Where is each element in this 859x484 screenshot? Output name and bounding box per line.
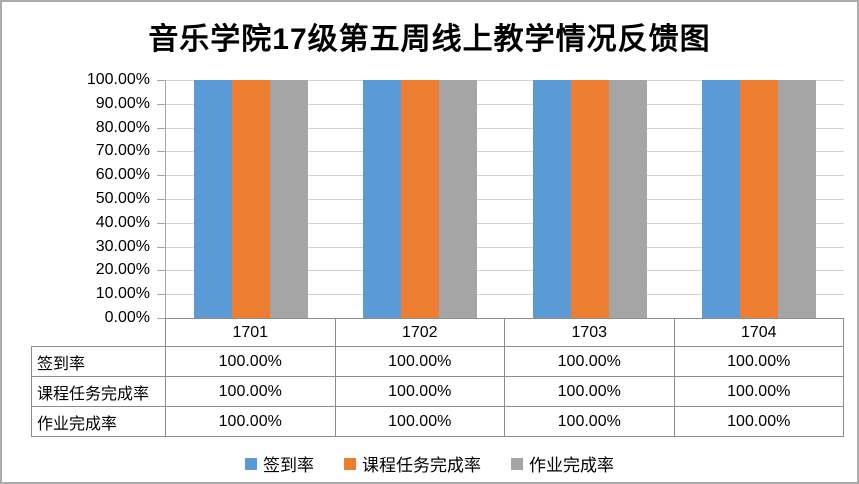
y-axis-tick-label: 60.00% [95,166,150,184]
bar-signin-1703 [532,80,571,318]
axis-tick [157,127,166,129]
table-cell: 100.00% [166,347,336,376]
table-row-label: 作业完成率 [32,407,166,436]
table-row: 课程任务完成率 100.00% 100.00% 100.00% 100.00% [32,377,843,407]
table-cell: 100.00% [336,407,505,436]
gridline [166,294,844,296]
bar-homework-1702 [439,80,478,318]
table-row: 作业完成率 100.00% 100.00% 100.00% 100.00% [32,407,843,436]
bar-group-1702 [336,80,506,318]
table-cell: 100.00% [336,377,505,406]
axis-tick [157,294,166,296]
y-axis: 100.00% 90.00% 80.00% 70.00% 60.00% 50.0… [2,71,150,326]
bar-group-1704 [675,80,845,318]
bar-course-task-1704 [740,80,779,318]
y-axis-tick-label: 100.00% [86,71,150,88]
table-cell: 100.00% [166,377,336,406]
legend-label: 签到率 [263,456,314,475]
bar-homework-1703 [608,80,647,318]
y-axis-tick-label: 90.00% [95,94,150,112]
bar-course-task-1701 [231,80,270,318]
gridline [166,270,844,272]
bar-signin-1701 [193,80,232,318]
gridline [166,151,844,153]
axis-tick [157,318,166,319]
legend-item-signin: 签到率 [245,451,314,476]
gridline [166,246,844,248]
y-axis-tick-label: 80.00% [95,118,150,136]
y-axis-tick-label: 40.00% [95,213,150,231]
category-header-cell: 1703 [505,319,675,346]
axis-tick [157,246,166,248]
table-cell: 100.00% [505,347,675,376]
bar-groups [166,80,844,318]
axis-tick [157,151,166,153]
plot-area [157,80,844,319]
gridline [166,175,844,177]
table-cell: 100.00% [727,382,791,400]
legend: 签到率 课程任务完成率 作业完成率 [2,451,857,476]
bar-homework-1701 [269,80,308,318]
axis-tick [157,199,166,200]
axis-tick [157,103,166,105]
y-axis-tick-label: 10.00% [95,285,150,303]
legend-item-homework: 作业完成率 [511,451,614,476]
legend-swatch-course-task [344,457,356,470]
bar-course-task-1703 [570,80,609,318]
axis-tick [157,175,166,177]
legend-swatch-signin [245,457,257,470]
gridline [166,222,844,224]
category-header-cell: 1701 [166,319,336,346]
y-axis-tick-label: 70.00% [95,142,150,160]
table-row: 签到率 100.00% 100.00% 100.00% 100.00% [32,347,843,377]
bar-signin-1702 [363,80,402,318]
y-axis-tick-label: 0.00% [104,309,150,326]
y-axis-tick-label: 50.00% [95,190,150,207]
axis-tick [157,222,166,224]
table-row-label: 课程任务完成率 [32,377,166,406]
bar-group-1703 [505,80,675,318]
table-cell: 100.00% [505,377,675,406]
bar-signin-1704 [702,80,741,318]
table-cell: 100.00% [336,347,505,376]
axis-tick [157,270,166,272]
gridline [166,80,844,81]
table-row-label: 签到率 [32,347,166,376]
table-cell: 100.00% [727,412,791,430]
bar-course-task-1702 [401,80,440,318]
data-table: 签到率 100.00% 100.00% 100.00% 100.00% 课程任务… [31,346,844,437]
legend-label: 课程任务完成率 [362,456,481,475]
table-cell: 100.00% [727,352,791,370]
table-cell: 100.00% [505,407,675,436]
y-axis-tick-label: 20.00% [95,261,150,279]
category-header-cell: 1704 [740,323,777,341]
table-cell: 100.00% [166,407,336,436]
axis-tick [157,80,166,81]
gridline [166,199,844,200]
chart-title: 音乐学院17级第五周线上教学情况反馈图 [148,23,711,56]
gridline [166,103,844,105]
y-axis-tick-label: 30.00% [95,237,150,255]
legend-item-course-task: 课程任务完成率 [344,451,481,476]
category-header-row: 1701 1702 1703 1704 [165,318,844,346]
bar-homework-1704 [778,80,817,318]
bar-group-1701 [166,80,336,318]
legend-swatch-homework [511,457,523,470]
category-header-cell: 1702 [336,319,505,346]
gridline [166,127,844,129]
legend-label: 作业完成率 [529,456,614,475]
